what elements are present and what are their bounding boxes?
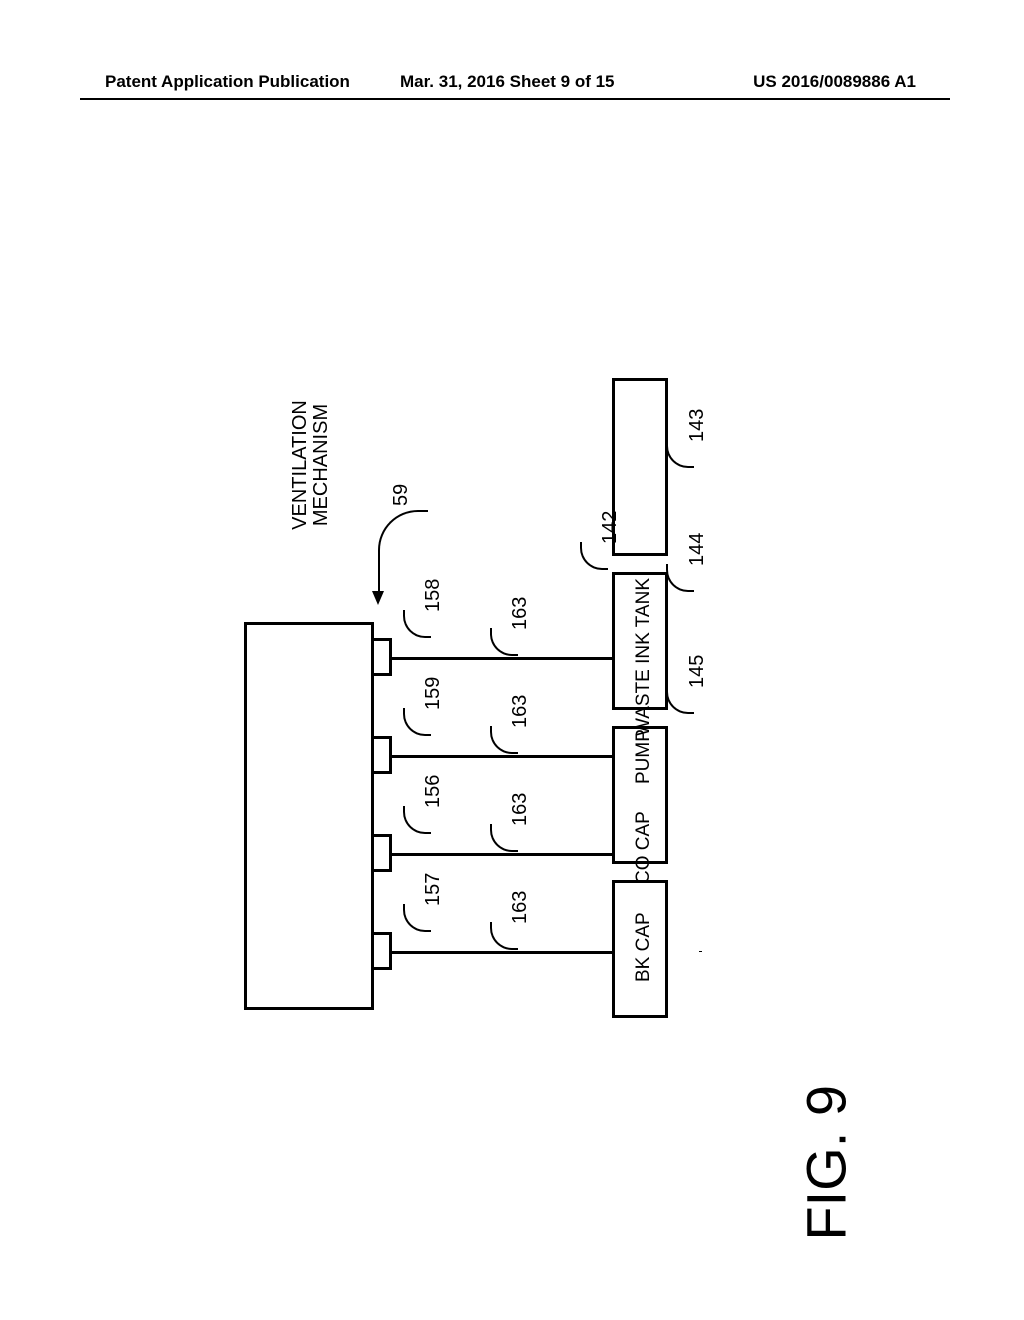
header-left: Patent Application Publication — [105, 72, 350, 92]
ref-163-3: 163 — [509, 891, 532, 924]
port-156 — [374, 834, 392, 872]
L1: WASTE INK TANK — [633, 578, 655, 736]
fin144c — [666, 564, 694, 592]
port-158 — [374, 638, 392, 676]
ref-159: 159 — [422, 677, 445, 710]
ventilation-box — [244, 622, 374, 1010]
header-right: US 2016/0089886 A1 — [753, 72, 916, 92]
leader-163-1 — [490, 726, 518, 754]
ref-163-1: 163 — [509, 695, 532, 728]
fin143n: 143 — [686, 409, 709, 442]
fin145c — [666, 686, 694, 714]
ventilation-label: VENTILATIONMECHANISM — [290, 290, 333, 640]
header-center: Mar. 31, 2016 Sheet 9 of 15 — [400, 72, 615, 92]
conn-2 — [392, 853, 612, 856]
leader-163-3 — [490, 922, 518, 950]
ref-163-2: 163 — [509, 793, 532, 826]
leader-156 — [403, 806, 431, 834]
leader-163-0 — [490, 628, 518, 656]
leader-157 — [403, 904, 431, 932]
ref-157: 157 — [422, 873, 445, 906]
fin145n: 145 — [686, 655, 709, 688]
ref-158: 158 — [422, 579, 445, 612]
figure-label: FIG. 9 — [794, 1085, 859, 1241]
L2: PUMP — [633, 729, 655, 784]
void-bk — [699, 951, 702, 952]
port-157 — [374, 932, 392, 970]
leader-158 — [403, 610, 431, 638]
conn-3 — [392, 951, 612, 954]
fin143c — [666, 440, 694, 468]
f-142: 142 — [599, 511, 622, 544]
fin144n: 144 — [686, 533, 709, 566]
L4: BK CAP — [633, 912, 655, 982]
void-00 — [518, 470, 521, 656]
conn-0 — [392, 657, 612, 660]
page: Patent Application Publication Mar. 31, … — [0, 0, 1024, 1320]
header-rule — [80, 98, 950, 100]
leader-163-2 — [490, 824, 518, 852]
ref-156: 156 — [422, 775, 445, 808]
f-c142 — [580, 542, 608, 570]
port-159 — [374, 736, 392, 774]
L3: CO CAP — [633, 811, 655, 884]
ref-59: 59 — [390, 484, 413, 506]
leader-159 — [403, 708, 431, 736]
conn-1 — [392, 755, 612, 758]
